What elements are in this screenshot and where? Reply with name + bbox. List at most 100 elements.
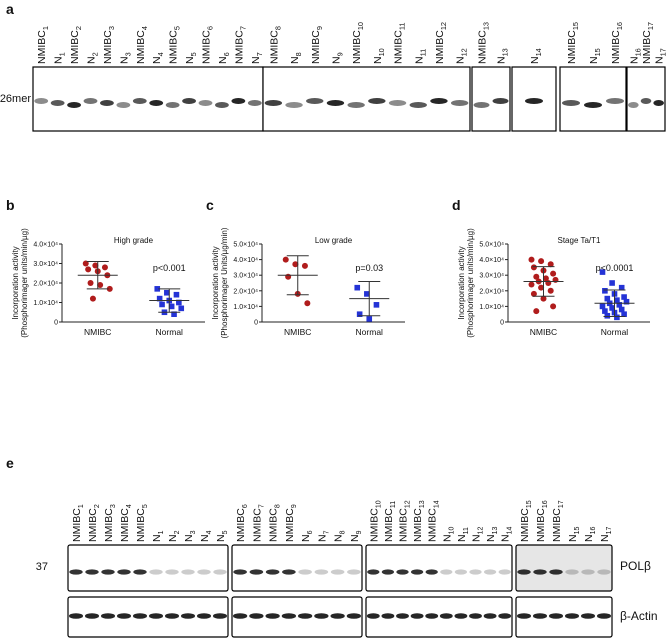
- x-tick-label: NMIBC: [84, 327, 111, 337]
- y-tick-label: 1.0×10⁴: [233, 304, 258, 311]
- y-tick-label: 2.0×10⁴: [479, 288, 504, 295]
- gel-band: [347, 102, 365, 108]
- data-point: [538, 258, 545, 265]
- data-point: [366, 316, 373, 322]
- lane-label: N11: [413, 49, 427, 64]
- lane-name: N: [588, 56, 600, 64]
- lane-subscript: 1: [78, 504, 85, 508]
- data-point: [538, 284, 545, 291]
- lane-subscript: 15: [571, 22, 580, 30]
- polb-band: [249, 569, 264, 575]
- lane-subscript: 11: [418, 49, 427, 57]
- lane-label: N17: [599, 527, 613, 542]
- lane-subscript: 5: [173, 26, 182, 30]
- lane-subscript: 4: [156, 52, 165, 56]
- actin-band: [381, 613, 395, 619]
- gel-band: [368, 98, 386, 104]
- data-point: [159, 301, 165, 308]
- lane-label: NMIBC7: [251, 504, 265, 542]
- lane-label: NMIBC9: [310, 26, 324, 64]
- data-point: [285, 273, 292, 280]
- lane-label: N11: [456, 527, 470, 542]
- lane-label: N8: [333, 530, 347, 542]
- lane-label: N5: [215, 530, 229, 542]
- lane-name: NMIBC: [268, 508, 280, 542]
- p-value: p<0.001: [153, 263, 186, 273]
- actin-band: [196, 613, 212, 619]
- size-marker: 26mer: [0, 93, 31, 105]
- lane-label: N3: [118, 52, 132, 64]
- lane-label: NMIBC12: [398, 500, 412, 542]
- polb-band: [133, 569, 147, 575]
- lane-name: N: [456, 534, 468, 542]
- blot-box: [515, 544, 613, 592]
- lane-name: NMIBC: [477, 30, 489, 64]
- lane-name: N: [500, 534, 512, 542]
- gel-band: [525, 98, 543, 104]
- lane-subscript: 7: [323, 530, 330, 534]
- lane-name: N: [300, 534, 312, 542]
- lane-label: NMIBC13: [477, 22, 491, 64]
- gel-band: [67, 102, 81, 108]
- lane-name: NMIBC: [135, 30, 147, 64]
- x-tick-label: NMIBC: [530, 327, 557, 337]
- lane-label: N6: [300, 530, 314, 542]
- gel-band: [132, 98, 147, 104]
- lane-subscript: 16: [590, 527, 597, 535]
- gel-band: [450, 100, 469, 106]
- actin-band: [396, 613, 409, 619]
- actin-band: [469, 613, 482, 619]
- gel-band: [492, 98, 509, 104]
- lane-label: NMIBC10: [368, 500, 382, 542]
- y-tick-label: 3.0×10⁴: [233, 273, 258, 280]
- lane-name: NMIBC: [119, 508, 131, 542]
- actin-band: [483, 613, 497, 619]
- gel-band: [182, 98, 196, 104]
- lane-label: NMIBC15: [519, 500, 533, 542]
- gel-band: [326, 100, 345, 106]
- lane-name: N: [413, 56, 425, 64]
- p-value: p<0.0001: [596, 263, 634, 273]
- lane-name: NMIBC: [398, 508, 410, 542]
- lane-label: NMIBC16: [610, 22, 624, 64]
- actin-band: [366, 613, 380, 619]
- polb-band: [314, 569, 329, 575]
- panel-letter: c: [206, 197, 214, 213]
- y-axis-label: Incorporation activity: [457, 246, 466, 319]
- actin-band: [148, 613, 164, 619]
- gel-band: [116, 102, 131, 108]
- lane-name: NMIBC: [36, 30, 48, 64]
- lane-subscript: 13: [482, 22, 491, 30]
- y-tick-label: 0: [254, 320, 258, 327]
- gel-band: [34, 98, 49, 104]
- actin-band: [281, 613, 297, 619]
- data-point: [528, 256, 535, 263]
- lane-label: N9: [349, 530, 363, 542]
- lane-subscript: 1: [41, 26, 50, 30]
- polb-band: [533, 569, 547, 575]
- polb-band: [469, 569, 482, 575]
- y-tick-label: 2.0×10⁴: [33, 281, 58, 288]
- lane-name: N: [330, 56, 342, 64]
- data-point: [552, 276, 559, 283]
- lane-name: NMIBC: [69, 30, 81, 64]
- data-point: [373, 302, 380, 308]
- data-point: [547, 287, 554, 294]
- lane-subscript: 12: [460, 48, 469, 56]
- lane-label: N17: [654, 48, 668, 64]
- polb-band: [282, 569, 296, 575]
- data-point: [87, 280, 94, 286]
- actin-band: [265, 613, 280, 619]
- lane-label: NMIBC12: [434, 22, 448, 64]
- polb-band: [330, 569, 345, 575]
- polb-band: [381, 569, 395, 575]
- data-point: [618, 284, 625, 291]
- band-label: β-Actin: [620, 609, 658, 623]
- lane-subscript: 11: [390, 501, 397, 508]
- blot-box: [365, 596, 513, 638]
- y-axis-label: (Phosphorimager units/min/µg): [466, 228, 475, 338]
- lane-subscript: 6: [242, 504, 249, 508]
- lane-name: NMIBC: [87, 508, 99, 542]
- lane-name: N: [289, 56, 301, 64]
- lane-name: NMIBC: [71, 508, 83, 542]
